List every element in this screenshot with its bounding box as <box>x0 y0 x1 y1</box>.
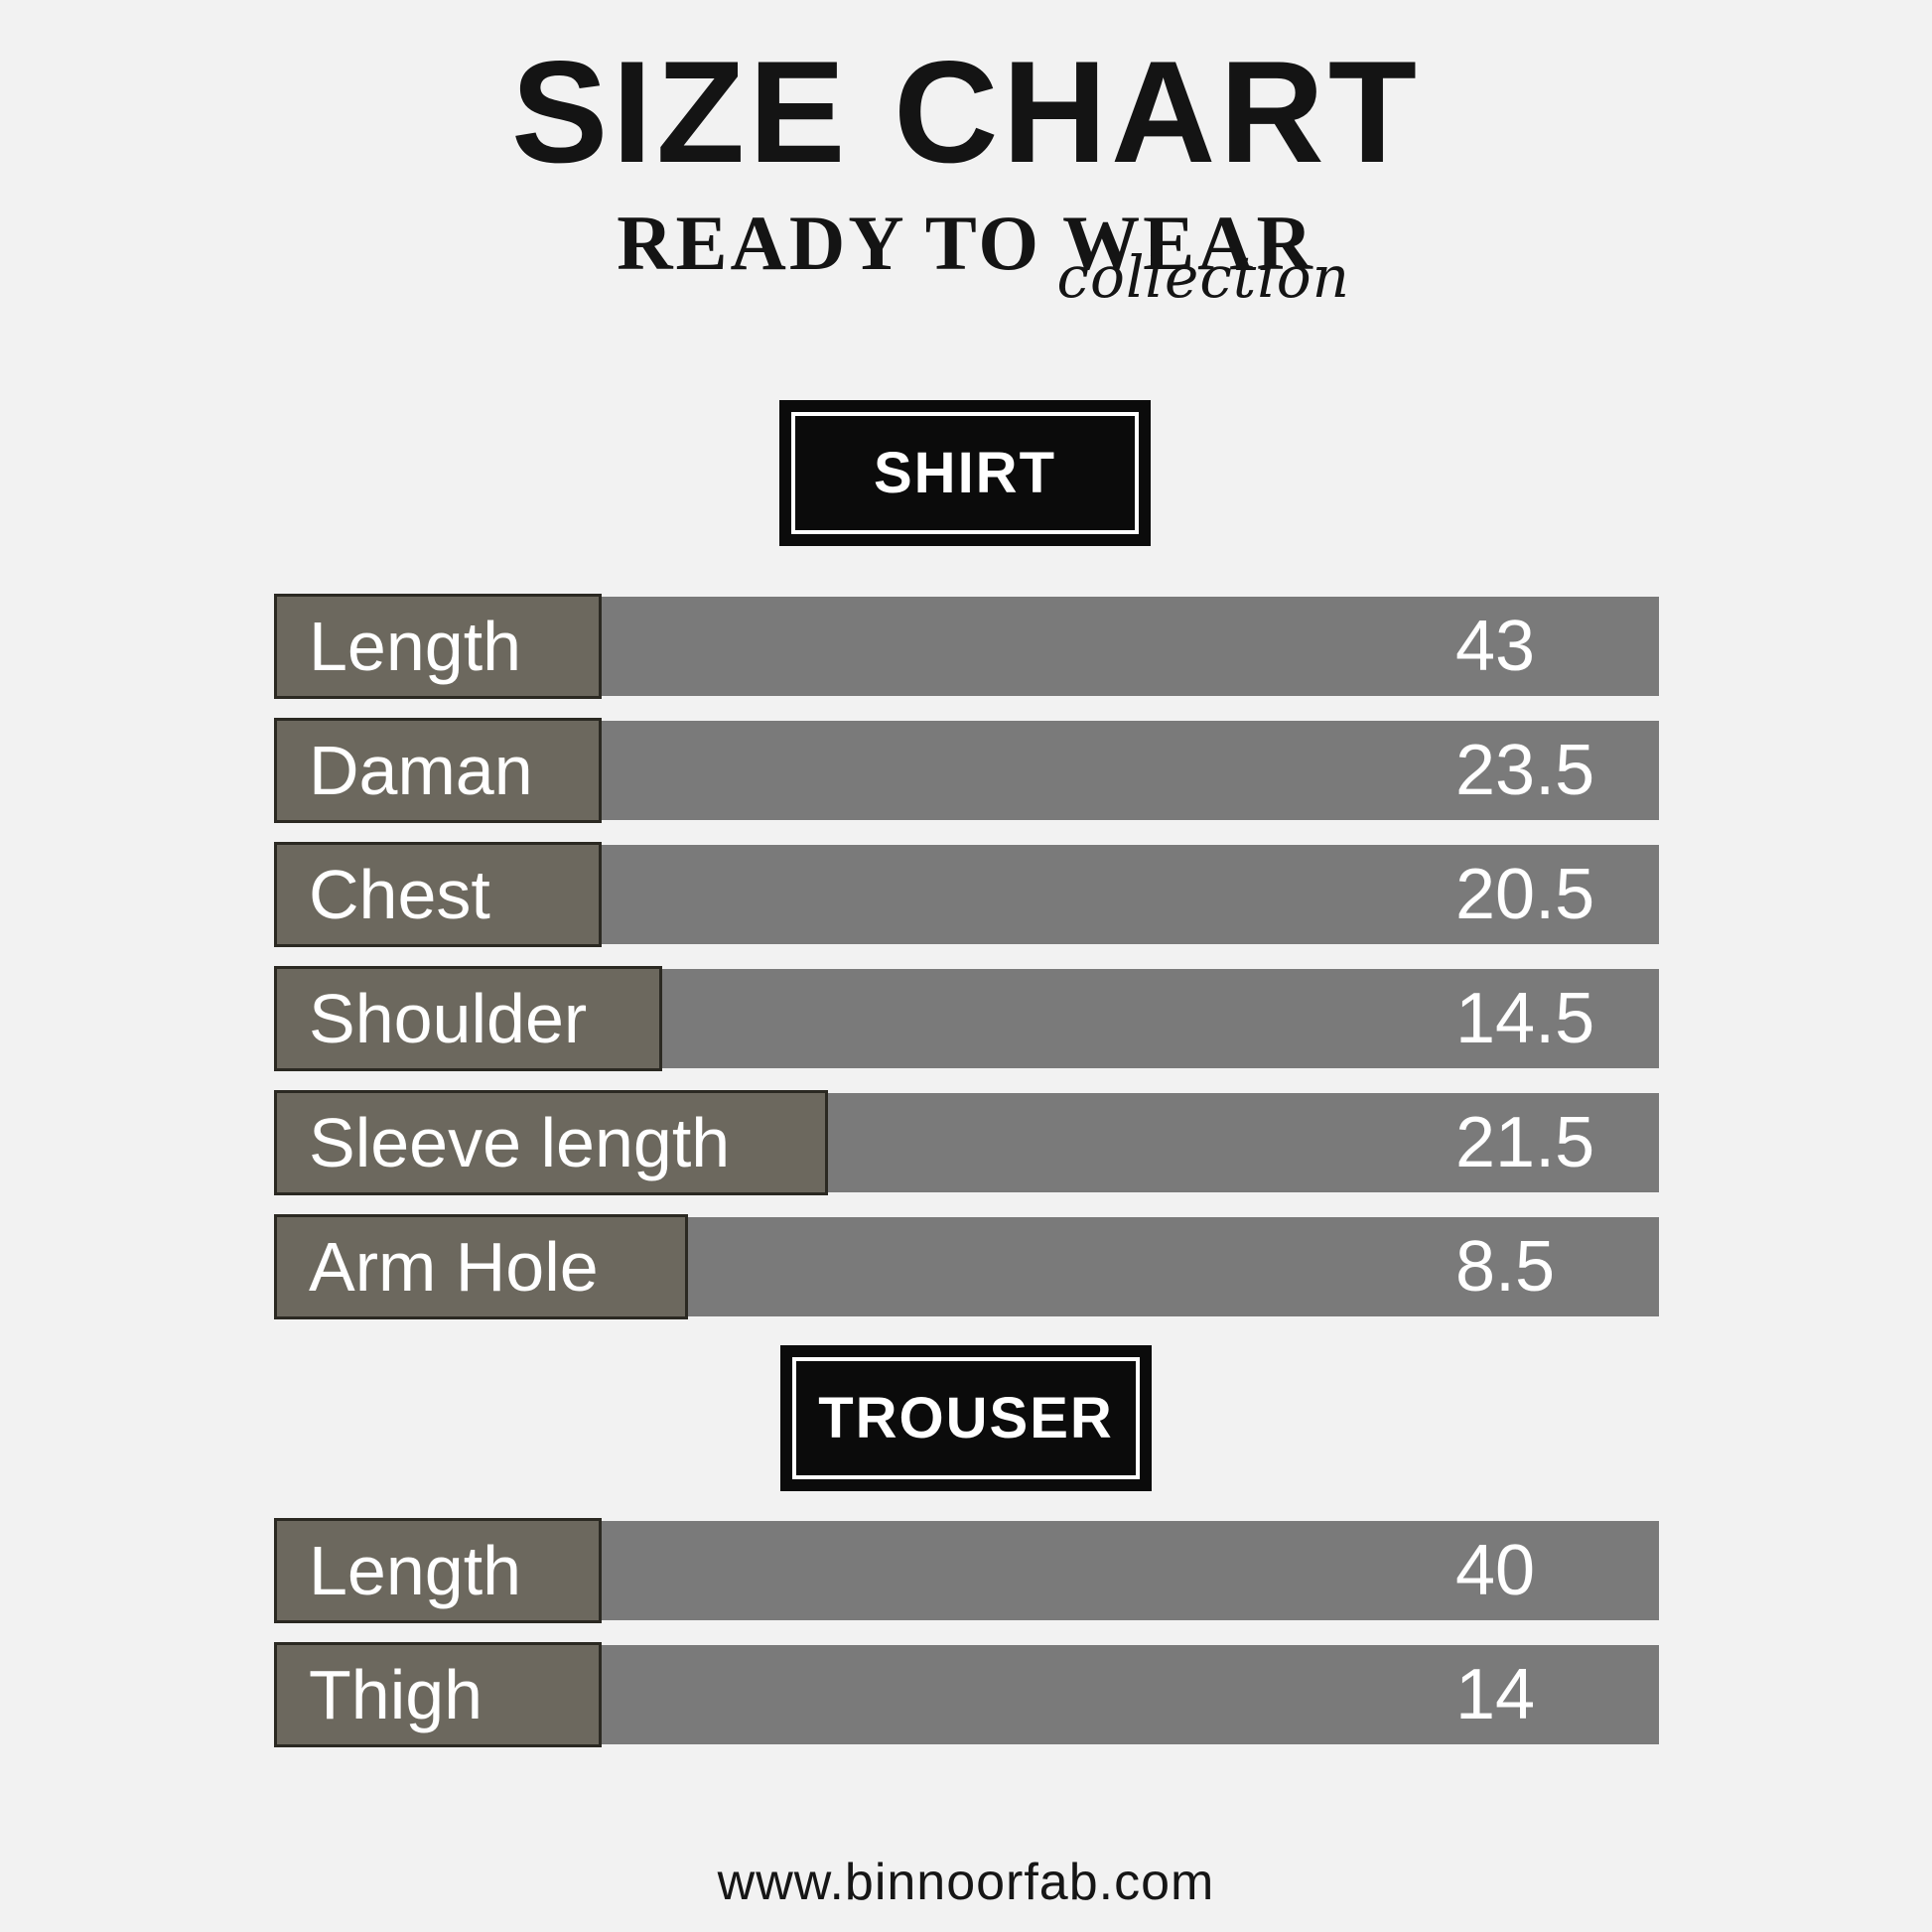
row-value: 23.5 <box>1455 731 1595 810</box>
table-row: Arm Hole 8.5 <box>274 1214 1659 1319</box>
table-row: Chest 20.5 <box>274 842 1659 947</box>
shirt-section-badge: SHIRT <box>779 400 1151 546</box>
table-row: Sleeve length 21.5 <box>274 1090 1659 1195</box>
row-label: Sleeve length <box>309 1104 731 1181</box>
shirt-badge-frame: SHIRT <box>791 412 1139 534</box>
row-label-box: Length <box>274 1518 602 1623</box>
table-row: Shoulder 14.5 <box>274 966 1659 1071</box>
page-subtitle: READY TO WEAR <box>617 200 1315 286</box>
row-label: Length <box>309 608 522 685</box>
row-label-box: Sleeve length <box>274 1090 828 1195</box>
collection-script-text: collection <box>1056 243 1350 311</box>
trouser-badge-frame: TROUSER <box>792 1357 1140 1479</box>
row-label-box: Chest <box>274 842 602 947</box>
row-value: 14 <box>1455 1655 1536 1734</box>
row-label-box: Shoulder <box>274 966 662 1071</box>
trouser-badge-label: TROUSER <box>818 1385 1114 1450</box>
trouser-section-badge: TROUSER <box>780 1345 1152 1491</box>
table-row: Length 40 <box>274 1518 1659 1623</box>
table-row: Thigh 14 <box>274 1642 1659 1747</box>
row-label: Chest <box>309 856 490 933</box>
row-label-box: Daman <box>274 718 602 823</box>
website-url: www.binnoorfab.com <box>717 1854 1215 1911</box>
row-label-box: Thigh <box>274 1642 602 1747</box>
row-value: 43 <box>1455 607 1536 686</box>
row-value: 14.5 <box>1455 979 1595 1058</box>
row-label: Thigh <box>309 1656 483 1733</box>
row-label-box: Arm Hole <box>274 1214 688 1319</box>
row-value: 40 <box>1455 1531 1536 1610</box>
row-label: Length <box>309 1532 522 1609</box>
table-row: Daman 23.5 <box>274 718 1659 823</box>
row-value: 21.5 <box>1455 1103 1595 1182</box>
table-row: Length 43 <box>274 594 1659 699</box>
row-label: Daman <box>309 732 533 809</box>
row-label: Arm Hole <box>309 1228 599 1306</box>
shirt-badge-label: SHIRT <box>874 440 1056 505</box>
row-value: 20.5 <box>1455 855 1595 934</box>
row-label: Shoulder <box>309 980 588 1057</box>
page-title: SIZE CHART <box>511 31 1421 193</box>
row-label-box: Length <box>274 594 602 699</box>
row-value: 8.5 <box>1455 1227 1556 1307</box>
